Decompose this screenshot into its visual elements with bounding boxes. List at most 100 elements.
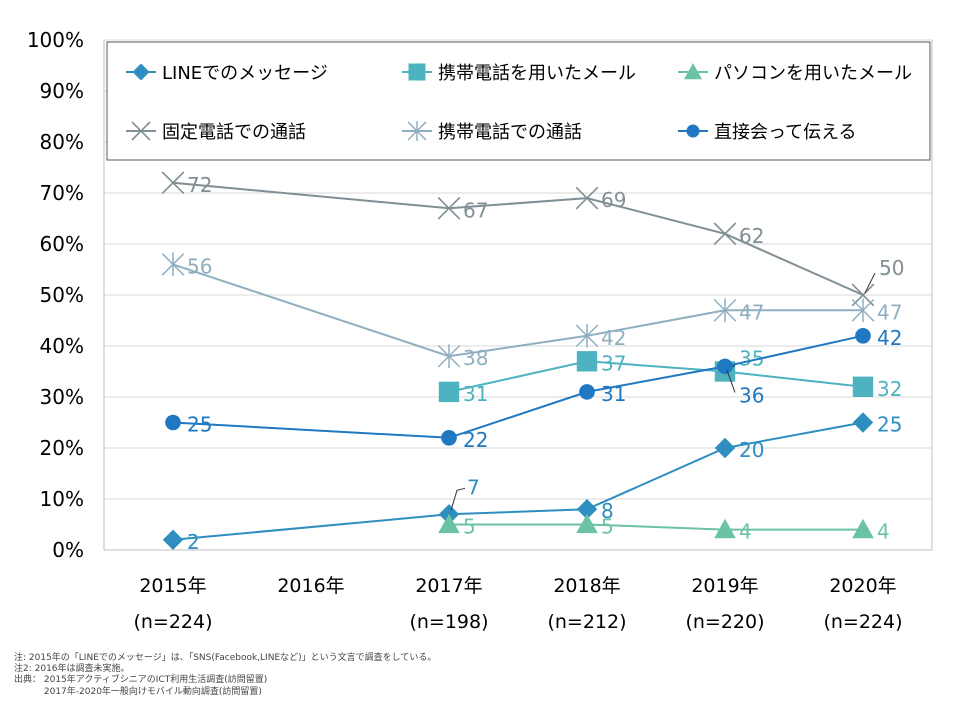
leader-line — [450, 487, 466, 511]
asterisk-marker — [713, 298, 737, 323]
circle-shape — [717, 358, 733, 375]
triangle-shape — [684, 63, 702, 80]
y-tick-label: 20% — [40, 436, 84, 460]
triangle-shape — [714, 518, 736, 539]
legend-label: パソコンを用いたメール — [714, 63, 912, 84]
triangle-marker — [852, 518, 874, 539]
data-label: 56 — [187, 254, 212, 278]
legend-label: LINEでのメッセージ — [162, 63, 328, 84]
diamond-marker — [162, 529, 184, 550]
legend-item: 携帯電話での通話 — [402, 121, 582, 143]
legend-item: 直接会って伝える — [678, 122, 857, 143]
leader-line — [864, 272, 876, 294]
data-label: 42 — [877, 326, 902, 350]
legend-item: パソコンを用いたメール — [678, 63, 912, 84]
data-label: 47 — [739, 300, 764, 324]
data-label: 62 — [739, 224, 764, 248]
data-label: 25 — [877, 413, 902, 437]
x-shape — [161, 171, 185, 195]
y-tick-label: 90% — [40, 79, 84, 103]
asterisk-marker — [437, 344, 461, 369]
diamond-marker — [576, 499, 598, 520]
circle-marker — [686, 124, 700, 138]
x-marker — [713, 222, 737, 246]
x-tick-sublabel: (n=224) — [133, 611, 212, 633]
circle-shape — [855, 328, 871, 344]
circle-marker — [717, 358, 733, 375]
triangle-marker — [714, 518, 736, 539]
diamond-marker — [132, 63, 150, 81]
y-tick-label: 100% — [27, 28, 84, 52]
series-line — [448, 360, 864, 393]
asterisk-shape — [407, 121, 427, 141]
triangle-marker — [438, 513, 460, 534]
data-label: 32 — [877, 377, 902, 401]
square-marker — [852, 376, 874, 397]
x-marker — [575, 186, 599, 210]
data-label: 4 — [739, 520, 752, 544]
series-6: 25 22 31 36 42 — [165, 326, 902, 452]
y-tick-label: 0% — [52, 538, 84, 562]
y-tick-label: 50% — [40, 283, 84, 307]
asterisk-marker — [851, 298, 875, 323]
diamond-marker — [852, 412, 874, 433]
data-label: 8 — [601, 499, 614, 523]
source-note-1: 出典： 2015年アクティブシニアのICT利用生活調査(訪問留置) — [14, 675, 268, 686]
data-label: 20 — [739, 438, 764, 462]
series-4: 72 67 69 62 50 — [161, 171, 904, 307]
triangle-shape — [576, 513, 598, 534]
diamond-shape — [852, 412, 874, 433]
square-marker — [576, 351, 598, 372]
x-shape — [131, 121, 151, 141]
square-marker — [408, 63, 426, 81]
asterisk-shape — [575, 323, 599, 348]
data-label: 31 — [463, 382, 488, 406]
data-label: 36 — [739, 383, 764, 407]
x-marker — [131, 121, 151, 141]
triangle-shape — [438, 513, 460, 534]
circle-shape — [441, 430, 457, 446]
footnote-2: 注2: 2016年は調査未実施。 — [14, 664, 130, 675]
x-tick-label: 2018年 — [553, 575, 620, 597]
x-marker — [437, 196, 461, 220]
circle-shape — [579, 384, 595, 400]
legend-item: 固定電話での通話 — [126, 121, 306, 143]
data-label: 47 — [877, 300, 902, 324]
circle-marker — [165, 414, 181, 431]
data-label: 5 — [463, 515, 476, 539]
data-label: 2 — [187, 530, 200, 554]
footnote-1: 注: 2015年の「LINEでのメッセージ」は、「SNS(Facebook,LI… — [14, 653, 437, 663]
x-tick-labels: 2015年 (n=224) 2016年 2017年 (n=198) 2018年 (n=212… — [133, 575, 902, 633]
diamond-shape — [162, 529, 184, 550]
legend-label: 携帯電話での通話 — [438, 122, 582, 143]
leader-line — [726, 370, 736, 393]
asterisk-shape — [161, 252, 185, 277]
x-shape — [575, 186, 599, 210]
legend-label: 直接会って伝える — [714, 122, 857, 143]
triangle-marker — [576, 513, 598, 534]
legend: LINEでのメッセージ 携帯電話を用いたメール パソコンを用いたメール固定電話での通… — [106, 41, 931, 161]
asterisk-marker — [161, 252, 185, 277]
footnotes: 注: 2015年の「LINEでのメッセージ」は、「SNS(Facebook,LI… — [14, 653, 436, 698]
data-label: 38 — [463, 346, 488, 370]
data-label: 7 — [467, 475, 480, 499]
y-tick-label: 40% — [40, 334, 84, 358]
source-note-2: 2017年-2020年一般向けモバイル動向調査(訪問留置) — [14, 686, 262, 697]
data-label: 31 — [601, 382, 626, 406]
x-marker — [161, 171, 185, 195]
asterisk-shape — [713, 298, 737, 323]
legend-box — [106, 41, 931, 161]
x-tick-sublabel: (n=198) — [409, 611, 488, 633]
asterisk-shape — [437, 344, 461, 369]
x-tick-sublabel: (n=220) — [685, 611, 764, 633]
square-shape — [438, 381, 460, 403]
legend-item: 携帯電話を用いたメール — [402, 63, 636, 84]
circle-marker — [579, 384, 595, 400]
legend-label: 携帯電話を用いたメール — [438, 63, 636, 84]
x-tick-label: 2015年 — [139, 575, 206, 597]
legend-item: LINEでのメッセージ — [126, 63, 328, 84]
circle-shape — [165, 414, 181, 431]
x-tick-label: 2016年 — [277, 575, 344, 597]
y-tick-labels: 0% 10% 20% 30% 40% 50% 60% 70% 80% 90% 100% — [27, 28, 84, 562]
diamond-shape — [132, 63, 150, 81]
